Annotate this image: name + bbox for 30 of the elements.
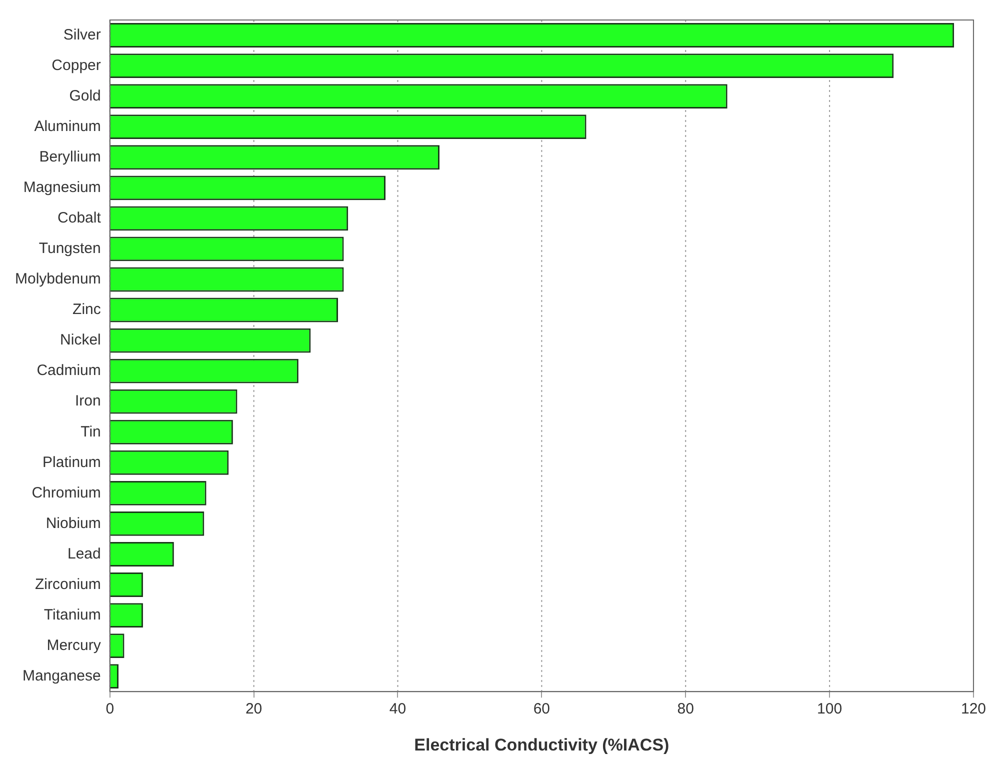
y-tick-label: Gold	[69, 87, 101, 104]
y-tick-label: Beryllium	[39, 148, 101, 166]
x-tick-label: 20	[245, 700, 262, 718]
y-tick-label: Titanium	[44, 606, 101, 624]
x-tick-label: 120	[960, 700, 986, 718]
y-tick-label: Niobium	[46, 514, 101, 532]
y-tick-label: Platinum	[42, 454, 101, 471]
y-tick-label: Manganese	[22, 667, 101, 684]
y-tick-label: Cobalt	[58, 210, 102, 227]
y-tick-label: Zinc	[72, 301, 102, 318]
y-tick-label: Cadmium	[36, 362, 101, 380]
y-tick-label: Chromium	[32, 484, 101, 502]
y-tick-label: Mercury	[46, 636, 102, 654]
y-tick-label: Nickel	[60, 332, 101, 349]
x-tick-label: 80	[677, 700, 694, 718]
y-tick-label: Copper	[52, 56, 101, 74]
y-tick-label: Silver	[63, 26, 101, 44]
x-tick-label: 100	[817, 700, 842, 718]
x-tick-label: 40	[389, 700, 406, 718]
y-tick-label: Zirconium	[35, 576, 101, 593]
y-tick-label: Tungsten	[38, 240, 101, 258]
x-axis-title: Electrical Conductivity (%IACS)	[414, 735, 670, 754]
y-tick-label: Aluminum	[34, 118, 101, 135]
y-tick-label: Molybdenum	[14, 270, 101, 288]
x-tick-label: 0	[106, 700, 114, 718]
y-tick-label: Lead	[68, 545, 101, 562]
y-tick-label: Tin	[80, 423, 101, 440]
y-tick-label: Magnesium	[23, 179, 101, 196]
y-tick-label: Iron	[75, 392, 101, 410]
x-tick-label: 60	[533, 700, 550, 718]
